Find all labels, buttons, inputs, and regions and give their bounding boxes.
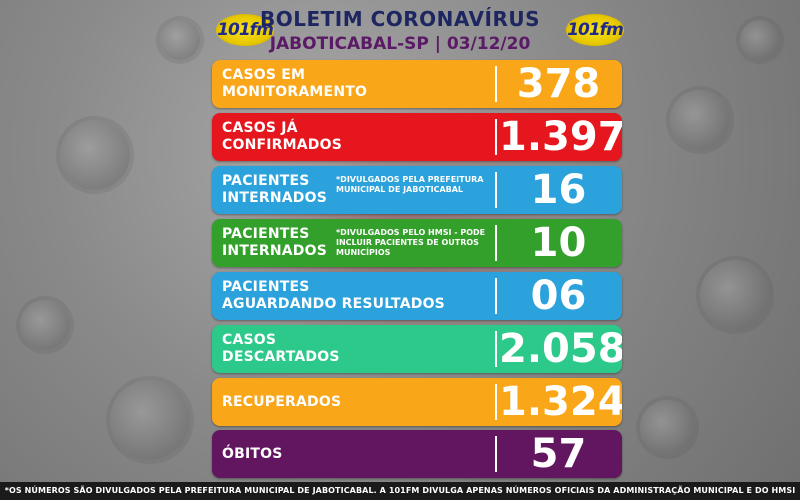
stat-note: *DIVULGADOS PELO HMSI - PODE INCLUIR PAC… — [336, 228, 486, 257]
stat-value: 10 — [530, 220, 587, 266]
stat-label-line1: PACIENTES — [222, 173, 310, 189]
divider — [495, 384, 497, 420]
virus-illustration — [640, 400, 695, 455]
stat-row-discarded: CASOS DESCARTADOS 2.058 — [212, 325, 622, 373]
virus-illustration — [20, 300, 70, 350]
divider — [495, 119, 497, 155]
stat-note: *DIVULGADOS PELA PREFEITURA MUNICIPAL DE… — [336, 175, 484, 194]
stat-row-hospitalized-city: PACIENTES INTERNADOS *DIVULGADOS PELA PR… — [212, 166, 622, 214]
divider — [495, 436, 497, 472]
stat-value: 2.058 — [499, 326, 622, 372]
stat-label: PACIENTES INTERNADOS — [222, 166, 327, 214]
stat-label: PACIENTES INTERNADOS — [222, 219, 327, 267]
divider — [495, 331, 497, 367]
page-title: BOLETIM CORONAVÍRUS — [259, 7, 540, 31]
stat-label-line1: CASOS — [222, 332, 277, 348]
stat-label-line1: RECUPERADOS — [222, 393, 342, 410]
logo-text: 101fm — [217, 20, 274, 40]
virus-illustration — [110, 380, 190, 460]
virus-illustration — [160, 20, 200, 60]
stat-value: 378 — [516, 61, 601, 107]
page-subtitle: JABOTICABAL-SP | 03/12/20 — [269, 34, 531, 54]
stat-row-deaths: ÓBITOS 57 — [212, 430, 622, 478]
stat-value: 1.324 — [499, 379, 622, 425]
stat-label-line2: INTERNADOS — [222, 243, 327, 259]
logo-text: 101fm — [567, 20, 624, 40]
stat-row-recovered: RECUPERADOS 1.324 — [212, 378, 622, 426]
stat-label: RECUPERADOS — [222, 378, 341, 426]
radio-logo: 101fm — [216, 14, 274, 46]
radio-logo: 101fm — [566, 14, 624, 46]
stat-label-line1: ÓBITOS — [222, 445, 283, 462]
divider — [495, 278, 497, 314]
virus-illustration — [60, 120, 130, 190]
stat-label: CASOS JÁ CONFIRMADOS — [222, 113, 342, 161]
stat-value: 06 — [530, 273, 587, 319]
stat-label-line2: MONITORAMENTO — [222, 84, 368, 100]
stat-label: CASOS DESCARTADOS — [222, 325, 340, 373]
stat-label-line2: INTERNADOS — [222, 190, 327, 206]
footer-disclaimer: *OS NÚMEROS SÃO DIVULGADOS PELA PREFEITU… — [0, 482, 800, 500]
divider — [495, 225, 497, 261]
stat-label: PACIENTES AGUARDANDO RESULTADOS — [222, 272, 445, 320]
stat-label: CASOS EM MONITORAMENTO — [222, 60, 367, 108]
stat-label-line1: PACIENTES — [222, 279, 310, 295]
stat-value: 16 — [530, 167, 587, 213]
stat-row-hospitalized-hmsi: PACIENTES INTERNADOS *DIVULGADOS PELO HM… — [212, 219, 622, 267]
stat-label-line1: PACIENTES — [222, 226, 310, 242]
stat-value: 57 — [530, 431, 587, 477]
virus-illustration — [670, 90, 730, 150]
stat-label-line2: CONFIRMADOS — [222, 137, 343, 153]
stat-row-monitoring: CASOS EM MONITORAMENTO 378 — [212, 60, 622, 108]
stat-row-confirmed: CASOS JÁ CONFIRMADOS 1.397 — [212, 113, 622, 161]
stat-label: ÓBITOS — [222, 430, 283, 478]
stat-label-line1: CASOS EM — [222, 67, 306, 83]
stat-label-line2: DESCARTADOS — [222, 349, 340, 365]
virus-illustration — [740, 20, 780, 60]
header: 101fm BOLETIM CORONAVÍRUS JABOTICABAL-SP… — [0, 4, 800, 58]
stat-value: 1.397 — [499, 114, 622, 160]
divider — [495, 66, 497, 102]
stat-label-line1: CASOS JÁ — [222, 120, 298, 136]
stat-label-line2: AGUARDANDO RESULTADOS — [222, 296, 445, 312]
virus-illustration — [700, 260, 770, 330]
stat-row-awaiting-results: PACIENTES AGUARDANDO RESULTADOS 06 — [212, 272, 622, 320]
divider — [495, 172, 497, 208]
